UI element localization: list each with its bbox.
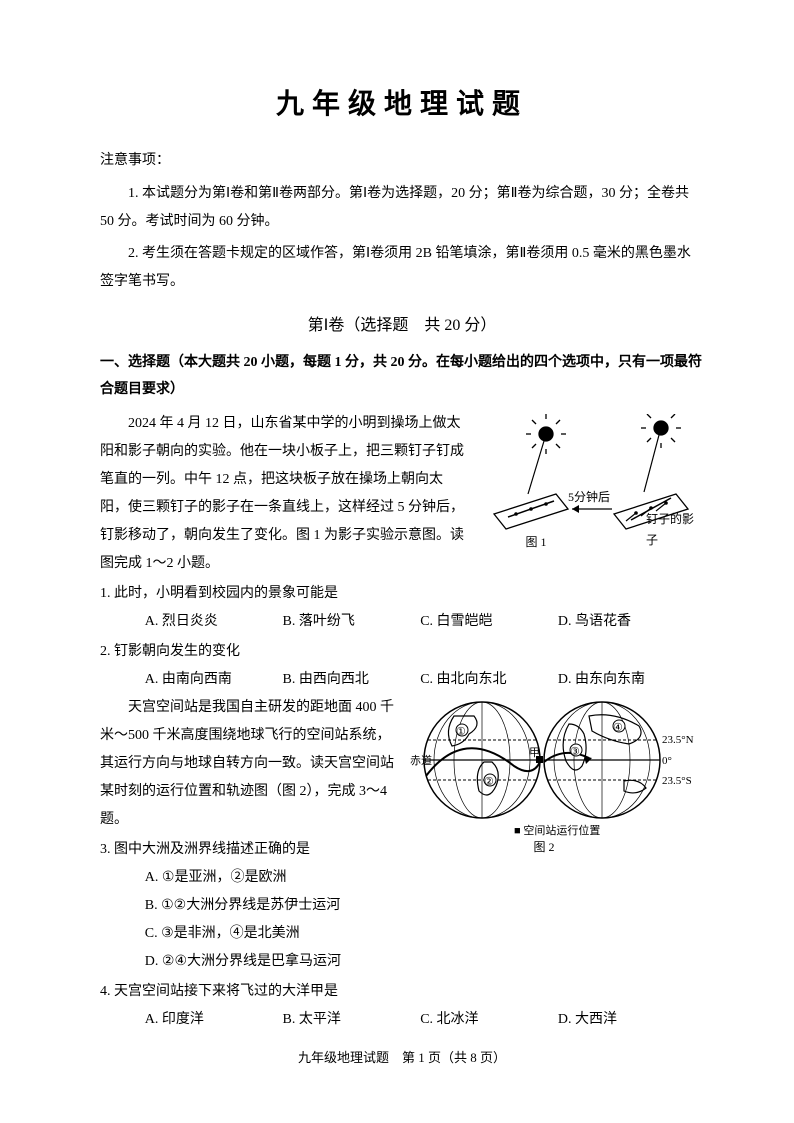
q1-opt-d: D. 鸟语花香 [558, 608, 692, 636]
q1-stem: 1. 此时，小明看到校园内的景象可能是 [100, 580, 704, 608]
notice-item-1: 1. 本试题分为第Ⅰ卷和第Ⅱ卷两部分。第Ⅰ卷为选择题，20 分；第Ⅱ卷为综合题，… [100, 180, 704, 236]
fig2-n2: ② [484, 773, 494, 793]
fig2-lat1: 23.5°N [662, 731, 694, 751]
notice-item-2: 2. 考生须在答题卡规定的区域作答，第Ⅰ卷须用 2B 铅笔填涂，第Ⅱ卷须用 0.… [100, 240, 704, 296]
page-footer: 九年级地理试题 第 1 页（共 8 页） [100, 1046, 704, 1069]
fig2-lat2: 23.5°S [662, 772, 692, 792]
fig1-time-label: 5分钟后 [568, 487, 610, 509]
fig1-caption: 图 1 [506, 532, 566, 554]
q2-opt-b: B. 由西向西北 [283, 666, 417, 694]
q3-options: A. ①是亚洲，②是欧洲 B. ①②大洲分界线是苏伊士运河 C. ③是非洲，④是… [100, 864, 400, 976]
instruction: 一、选择题（本大题共 20 小题，每题 1 分，共 20 分。在每小题给出的四个… [100, 350, 704, 403]
passage-2: 天宫空间站是我国自主研发的距地面 400 千米～500 千米高度围绕地球飞行的空… [100, 694, 400, 834]
q1-opt-a: A. 烈日炎炎 [145, 608, 279, 636]
q1-options: A. 烈日炎炎 B. 落叶纷飞 C. 白雪皑皑 D. 鸟语花香 [100, 608, 704, 636]
q4-opt-c: C. 北冰洋 [420, 1006, 554, 1034]
q2-opt-a: A. 由南向西南 [145, 666, 279, 694]
fig2-equator: 赤道 [410, 752, 432, 772]
fig2-lat0: 0° [662, 752, 672, 772]
fig2-n4: ④ [613, 719, 623, 739]
q2-options: A. 由南向西南 B. 由西向西北 C. 由北向东北 D. 由东向东南 [100, 666, 704, 694]
fig2-n3: ③ [570, 743, 580, 763]
figure-1: 5分钟后 钉子的影子 图 1 [486, 414, 704, 559]
q4-options: A. 印度洋 B. 太平洋 C. 北冰洋 D. 大西洋 [100, 1006, 704, 1034]
notice-label: 注意事项： [100, 148, 704, 173]
q3-opt-c: C. ③是非洲，④是北美洲 [145, 920, 400, 948]
question-block-2: 天宫空间站是我国自主研发的距地面 400 千米～500 千米高度围绕地球飞行的空… [100, 694, 704, 976]
fig2-n1: ① [456, 723, 466, 743]
q4-opt-b: B. 太平洋 [283, 1006, 417, 1034]
fig2-caption: 图 2 [414, 837, 674, 859]
q4-opt-d: D. 大西洋 [558, 1006, 692, 1034]
section-title: 第Ⅰ卷（选择题 共 20 分） [100, 312, 704, 341]
world-map-svg [414, 696, 674, 834]
q3-opt-a: A. ①是亚洲，②是欧洲 [145, 864, 400, 892]
q2-stem: 2. 钉影朝向发生的变化 [100, 638, 704, 666]
fig1-nail-label: 钉子的影子 [646, 509, 704, 552]
q1-opt-b: B. 落叶纷飞 [283, 608, 417, 636]
q3-opt-d: D. ②④大洲分界线是巴拿马运河 [145, 948, 400, 976]
q1-opt-c: C. 白雪皑皑 [420, 608, 554, 636]
fig2-jia: 甲 [529, 744, 540, 764]
q4-opt-a: A. 印度洋 [145, 1006, 279, 1034]
page-title: 九年级地理试题 [100, 80, 704, 130]
q2-opt-c: C. 由北向东北 [420, 666, 554, 694]
passage-1: 2024 年 4 月 12 日，山东省某中学的小明到操场上做太阳和影子朝向的实验… [100, 410, 470, 578]
question-block-1: 2024 年 4 月 12 日，山东省某中学的小明到操场上做太阳和影子朝向的实验… [100, 410, 704, 578]
q3-opt-b: B. ①②大洲分界线是苏伊士运河 [145, 892, 400, 920]
q4-stem: 4. 天宫空间站接下来将飞过的大洋甲是 [100, 978, 704, 1006]
q2-opt-d: D. 由东向东南 [558, 666, 692, 694]
figure-2: ① ② ③ ④ 甲 赤道 23.5°N 0° 23.5°S ■ 空间站运行位置 … [414, 696, 704, 856]
